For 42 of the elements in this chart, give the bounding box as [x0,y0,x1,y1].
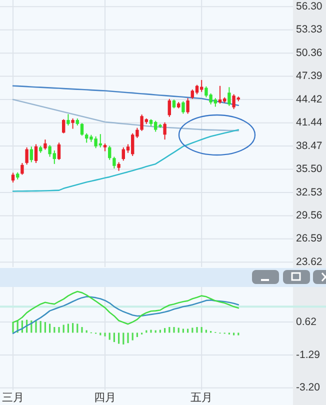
candlestick [182,100,185,114]
y-tick-label: 47.39 [296,70,322,82]
candlestick [66,114,70,126]
candlestick [112,156,116,169]
y-tick-label: 50.36 [296,46,322,59]
candlestick [34,144,38,164]
candlestick [57,142,61,160]
line-series [12,296,240,334]
y-tick-label: 29.56 [296,209,322,222]
candlestick [20,162,24,176]
y-tick-label: -1.29 [296,348,320,361]
candlestick [80,122,84,136]
candlestick [30,146,33,163]
x-tick-label: 三月 [2,392,24,404]
candlestick [168,98,171,118]
candlestick [25,146,28,166]
candlestick [163,122,166,140]
candlestick [11,172,15,183]
candlestick [228,86,231,106]
y-tick-label: 0.62 [296,316,317,328]
y-tick-label: 53.33 [296,24,322,36]
candlestick [62,118,66,134]
line-series [12,85,240,106]
y-tick-label: 56.30 [296,0,322,12]
y-tick-label: -3.20 [296,382,320,394]
line-series [12,290,240,325]
y-tick-label: 41.44 [296,116,322,129]
candlestick [195,84,199,95]
y-tick-label: 26.59 [296,232,322,245]
y-tick-label: 35.50 [296,163,322,176]
candlestick [44,139,47,150]
x-tick-label: 五月 [190,392,213,404]
y-tick-label: 32.53 [296,186,322,198]
y-tick-label: 38.47 [296,140,322,152]
candlestick [218,85,222,104]
candlestick [186,98,190,114]
y-tick-label: 23.62 [296,256,322,268]
x-tick-label: 四月 [94,392,116,404]
y-tick-label: 44.42 [296,93,322,106]
line-series [12,129,240,192]
candlestick [71,118,74,130]
candlestick [108,145,112,160]
